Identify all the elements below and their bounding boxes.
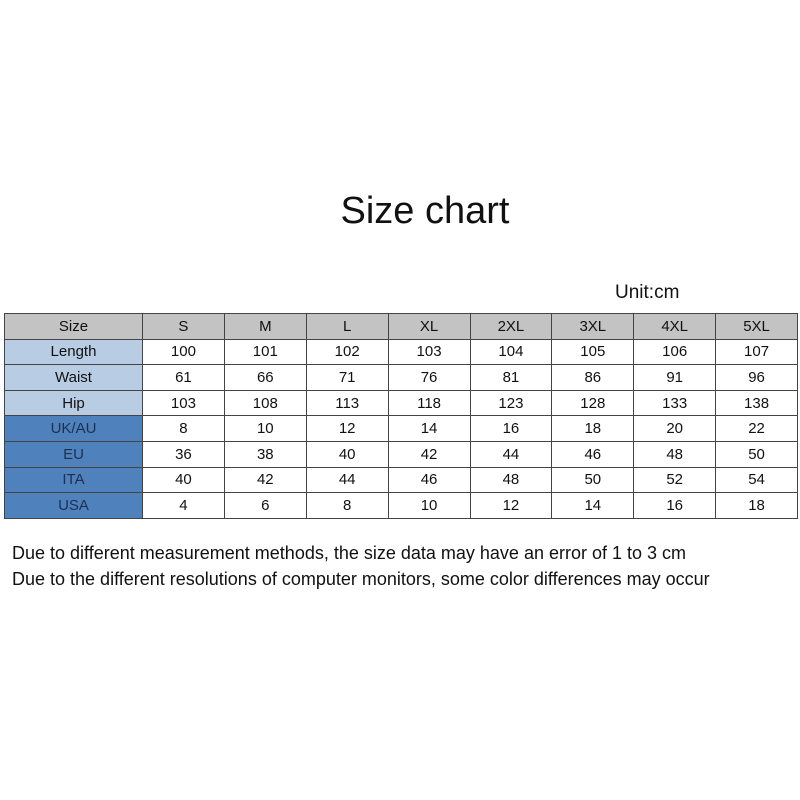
size-table: Size S M L XL 2XL 3XL 4XL 5XL Length 100 101 102 103 1… [4, 313, 798, 519]
table-cell: 54 [715, 466, 798, 494]
header-cell: 5XL [715, 313, 798, 340]
table-cell: 138 [715, 389, 798, 417]
table-row: ITA 40 42 44 46 48 50 52 54 [4, 466, 798, 494]
table-cell: 96 [715, 364, 798, 391]
table-cell: 42 [387, 440, 471, 468]
table-cell: 71 [305, 364, 389, 391]
table-row: Hip 103 108 113 118 123 128 133 138 [4, 389, 798, 417]
table-row: Waist 61 66 71 76 81 86 91 96 [4, 364, 798, 391]
table-cell: 16 [469, 415, 553, 442]
table-cell: 40 [305, 440, 389, 468]
table-cell: 38 [223, 440, 307, 468]
table-cell: 18 [551, 415, 635, 442]
table-cell: 113 [305, 389, 389, 417]
table-cell: 36 [142, 440, 225, 468]
table-cell: 103 [142, 389, 225, 417]
table-cell: 6 [223, 492, 307, 519]
table-cell: 8 [142, 415, 225, 442]
table-cell: 108 [223, 389, 307, 417]
table-cell: 52 [633, 466, 717, 494]
table-cell: 100 [142, 338, 225, 366]
table-cell: 61 [142, 364, 225, 391]
table-cell: 18 [715, 492, 798, 519]
table-cell: 20 [633, 415, 717, 442]
table-cell: 12 [305, 415, 389, 442]
table-cell: 50 [715, 440, 798, 468]
row-label: Length [4, 338, 143, 366]
table-row: EU 36 38 40 42 44 46 48 50 [4, 440, 798, 468]
table-cell: 46 [551, 440, 635, 468]
table-cell: 12 [469, 492, 553, 519]
table-cell: 50 [551, 466, 635, 494]
note-measurement: Due to different measurement methods, th… [12, 543, 687, 563]
row-label: Waist [4, 364, 143, 391]
table-cell: 118 [387, 389, 471, 417]
table-cell: 44 [305, 466, 389, 494]
table-cell: 14 [551, 492, 635, 519]
table-cell: 46 [387, 466, 471, 494]
table-cell: 104 [469, 338, 553, 366]
row-label: EU [4, 440, 143, 468]
table-cell: 14 [387, 415, 471, 442]
table-cell: 101 [223, 338, 307, 366]
table-cell: 86 [551, 364, 635, 391]
table-cell: 102 [305, 338, 389, 366]
table-cell: 44 [469, 440, 553, 468]
row-label: UK/AU [4, 415, 143, 442]
header-cell: 3XL [551, 313, 635, 340]
header-cell: Size [4, 313, 143, 340]
row-label: Hip [4, 389, 143, 417]
table-header-row: Size S M L XL 2XL 3XL 4XL 5XL [4, 313, 798, 340]
table-cell: 40 [142, 466, 225, 494]
table-cell: 107 [715, 338, 798, 366]
row-label: USA [4, 492, 143, 519]
header-cell: 2XL [469, 313, 553, 340]
note-color: Due to the different resolutions of comp… [12, 569, 710, 589]
table-cell: 128 [551, 389, 635, 417]
table-cell: 103 [387, 338, 471, 366]
table-row: UK/AU 8 10 12 14 16 18 20 22 [4, 415, 798, 442]
table-cell: 48 [469, 466, 553, 494]
table-cell: 42 [223, 466, 307, 494]
table-cell: 81 [469, 364, 553, 391]
table-cell: 66 [223, 364, 307, 391]
table-cell: 106 [633, 338, 717, 366]
header-cell: XL [387, 313, 471, 340]
table-cell: 10 [223, 415, 307, 442]
table-cell: 10 [387, 492, 471, 519]
table-cell: 105 [551, 338, 635, 366]
table-cell: 4 [142, 492, 225, 519]
table-cell: 22 [715, 415, 798, 442]
table-cell: 8 [305, 492, 389, 519]
table-row: USA 4 6 8 10 12 14 16 18 [4, 492, 798, 519]
table-cell: 48 [633, 440, 717, 468]
table-cell: 16 [633, 492, 717, 519]
header-cell: S [142, 313, 225, 340]
table-row: Length 100 101 102 103 104 105 106 107 [4, 338, 798, 366]
row-label: ITA [4, 466, 143, 494]
header-cell: L [305, 313, 389, 340]
header-cell: 4XL [633, 313, 717, 340]
header-cell: M [223, 313, 307, 340]
table-cell: 76 [387, 364, 471, 391]
page-title: Size chart [340, 190, 510, 232]
table-cell: 133 [633, 389, 717, 417]
table-cell: 91 [633, 364, 717, 391]
unit-label: Unit:cm [615, 282, 680, 303]
table-cell: 123 [469, 389, 553, 417]
